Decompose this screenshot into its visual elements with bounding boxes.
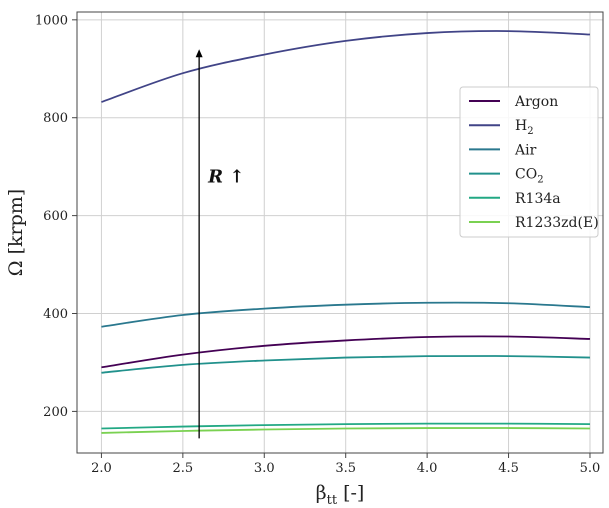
x-tick-label: 3.5 bbox=[335, 461, 356, 476]
axis-ticks: 2.0 2.5 3.0 3.5 4.0 4.5 5.0 200 400 600 800 1000 bbox=[35, 13, 600, 476]
y-tick-label: 400 bbox=[43, 307, 68, 322]
series-lines bbox=[101, 30, 591, 434]
legend-label-argon: Argon bbox=[514, 94, 558, 110]
legend-label-r134a: R134a bbox=[515, 191, 561, 207]
series-line-co2 bbox=[101, 355, 590, 374]
x-tick-label: 2.5 bbox=[173, 461, 194, 476]
y-axis-label: Ω [krpm] bbox=[5, 189, 27, 276]
y-tick-label: 600 bbox=[43, 209, 68, 224]
legend-label-co2: CO2 bbox=[515, 167, 544, 186]
legend-label-air: Air bbox=[514, 142, 537, 158]
x-tick-label: 5.0 bbox=[580, 461, 601, 476]
series-line-argon bbox=[101, 335, 590, 369]
annotation-arrow-head bbox=[195, 49, 203, 58]
x-tick-label: 3.0 bbox=[254, 461, 275, 476]
annotation-label: R ↑ bbox=[207, 166, 244, 187]
series-line-h2 bbox=[101, 30, 591, 103]
x-axis-label: βtt [-] bbox=[316, 482, 365, 508]
series-line-r134a bbox=[101, 422, 590, 430]
series-line-air bbox=[101, 301, 591, 328]
x-tick-label: 4.0 bbox=[417, 461, 438, 476]
plot-frame bbox=[76, 11, 604, 454]
y-tick-label: 1000 bbox=[35, 13, 68, 28]
legend-label-r1233zd-e: R1233zd(E) bbox=[515, 215, 599, 231]
y-tick-label: 200 bbox=[43, 405, 68, 420]
series-line-r1233zd-e bbox=[101, 427, 590, 434]
annotation-arrow bbox=[195, 49, 203, 439]
x-tick-label: 2.0 bbox=[91, 461, 112, 476]
x-tick-label: 4.5 bbox=[498, 461, 519, 476]
y-tick-label: 800 bbox=[43, 111, 68, 126]
